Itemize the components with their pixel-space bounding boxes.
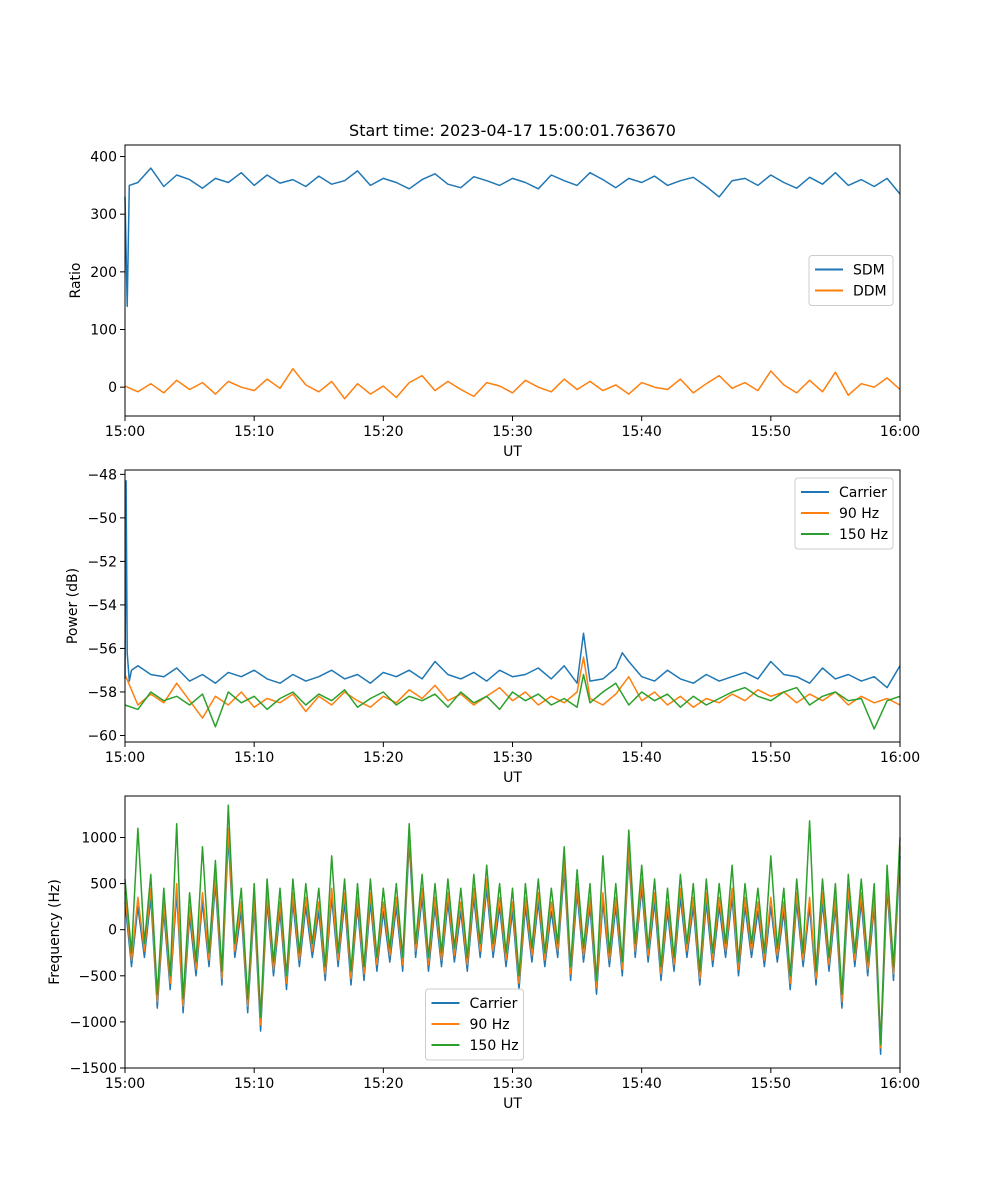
ratio-y-tick-label: 300 — [90, 207, 117, 223]
ratio-y-tick-label: 100 — [90, 323, 117, 339]
power-legend-label-150-hz: 150 Hz — [839, 527, 888, 543]
ratio-series-ddm — [124, 367, 901, 400]
frequency-y-axis-label: Frequency (Hz) — [47, 879, 63, 985]
frequency-x-tick-label: 15:10 — [234, 1076, 274, 1092]
frequency-legend: Carrier 90 Hz 150 Hz — [425, 988, 524, 1061]
power-x-tick-label: 15:40 — [621, 750, 661, 766]
power-panel: 15:00 15:10 15:20 15:30 15:40 15:50 16:00 −48 −5… — [65, 467, 920, 786]
ratio-x-axis-label: UT — [503, 444, 522, 460]
ratio-panel: 15:00 15:10 15:20 15:30 15:40 15:50 16:00 0 100 2… — [68, 144, 920, 460]
frequency-legend-label-90-hz: 90 Hz — [470, 1017, 510, 1033]
frequency-x-tick-label: 15:00 — [105, 1076, 145, 1092]
frequency-ticks: 15:00 15:10 15:20 15:30 15:40 15:50 16:00 1000 5… — [70, 830, 921, 1092]
power-legend-label-90-hz: 90 Hz — [839, 506, 879, 522]
power-y-tick-label: −54 — [87, 598, 117, 614]
frequency-legend-label-150-hz: 150 Hz — [470, 1038, 519, 1054]
power-series-carrier — [124, 480, 901, 689]
ratio-x-tick-label: 15:30 — [492, 424, 532, 440]
frequency-panel: 15:00 15:10 15:20 15:30 15:40 15:50 16:00 1000 5… — [47, 795, 921, 1112]
frequency-series-150-hz — [124, 804, 901, 1046]
ratio-legend-box — [808, 255, 894, 306]
ratio-x-tick-label: 15:50 — [751, 424, 791, 440]
ratio-y-axis-label: Ratio — [68, 263, 84, 299]
frequency-legend-box — [425, 988, 524, 1061]
power-y-tick-label: −56 — [87, 641, 117, 657]
frequency-y-tick-label: −1000 — [70, 1015, 117, 1031]
ratio-series-sdm — [124, 167, 901, 308]
ratio-x-tick-label: 15:40 — [621, 424, 661, 440]
frequency-legend-label-carrier: Carrier — [470, 996, 518, 1012]
power-x-tick-label: 15:30 — [492, 750, 532, 766]
power-ticks: 15:00 15:10 15:20 15:30 15:40 15:50 16:00 −48 −5… — [87, 467, 920, 766]
frequency-x-tick-label: 15:20 — [363, 1076, 403, 1092]
frequency-x-tick-label: 15:50 — [751, 1076, 791, 1092]
frequency-x-tick-label: 15:40 — [621, 1076, 661, 1092]
frequency-y-tick-label: 0 — [108, 923, 117, 939]
power-y-tick-label: −58 — [87, 685, 117, 701]
ratio-legend-label-ddm: DDM — [853, 284, 887, 300]
power-legend: Carrier 90 Hz 150 Hz — [794, 477, 894, 550]
power-legend-label-carrier: Carrier — [839, 485, 887, 501]
ratio-y-tick-label: 0 — [108, 380, 117, 396]
ratio-x-tick-label: 16:00 — [880, 424, 920, 440]
ratio-y-tick-label: 400 — [90, 150, 117, 166]
frequency-y-tick-label: −500 — [79, 969, 117, 985]
power-x-tick-label: 15:10 — [234, 750, 274, 766]
ratio-series-layer — [124, 167, 901, 400]
ratio-legend: SDM DDM — [808, 255, 894, 306]
ratio-x-tick-label: 15:00 — [105, 424, 145, 440]
figure-title: Start time: 2023-04-17 15:00:01.763670 — [349, 121, 676, 140]
power-y-axis-label: Power (dB) — [65, 568, 81, 644]
ratio-ticks: 15:00 15:10 15:20 15:30 15:40 15:50 16:00 0 100 2… — [90, 150, 920, 440]
power-y-tick-label: −60 — [87, 728, 117, 744]
power-x-tick-label: 15:50 — [751, 750, 791, 766]
frequency-y-tick-label: 1000 — [81, 830, 117, 846]
frequency-x-tick-label: 15:30 — [492, 1076, 532, 1092]
frequency-x-axis-label: UT — [503, 1096, 522, 1112]
power-x-tick-label: 15:00 — [105, 750, 145, 766]
power-legend-box — [794, 477, 894, 550]
power-y-tick-label: −52 — [87, 554, 117, 570]
power-series-150-hz — [124, 673, 901, 730]
power-series-layer — [124, 480, 901, 730]
frequency-series-layer — [124, 804, 901, 1055]
ratio-x-tick-label: 15:10 — [234, 424, 274, 440]
power-x-axis-label: UT — [503, 770, 522, 786]
ratio-y-tick-label: 200 — [90, 265, 117, 281]
ratio-legend-label-sdm: SDM — [853, 263, 885, 279]
ratio-x-tick-label: 15:20 — [363, 424, 403, 440]
power-y-tick-label: −50 — [87, 511, 117, 527]
power-y-tick-label: −48 — [87, 467, 117, 483]
frequency-y-tick-label: 500 — [90, 877, 117, 893]
frequency-x-tick-label: 16:00 — [880, 1076, 920, 1092]
power-x-tick-label: 16:00 — [880, 750, 920, 766]
power-x-tick-label: 15:20 — [363, 750, 403, 766]
frequency-y-tick-label: −1500 — [70, 1061, 117, 1077]
